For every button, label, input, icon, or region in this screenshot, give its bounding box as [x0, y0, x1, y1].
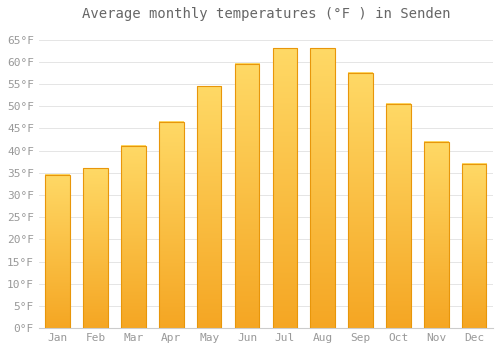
Bar [386, 104, 410, 328]
Bar [197, 86, 222, 328]
Bar [462, 164, 486, 328]
Bar [234, 64, 260, 328]
Bar [424, 142, 448, 328]
Bar [272, 49, 297, 328]
Bar [310, 49, 335, 328]
Bar [159, 122, 184, 328]
Bar [84, 168, 108, 328]
Bar [46, 175, 70, 328]
Title: Average monthly temperatures (°F ) in Senden: Average monthly temperatures (°F ) in Se… [82, 7, 450, 21]
Bar [348, 73, 373, 328]
Bar [121, 146, 146, 328]
